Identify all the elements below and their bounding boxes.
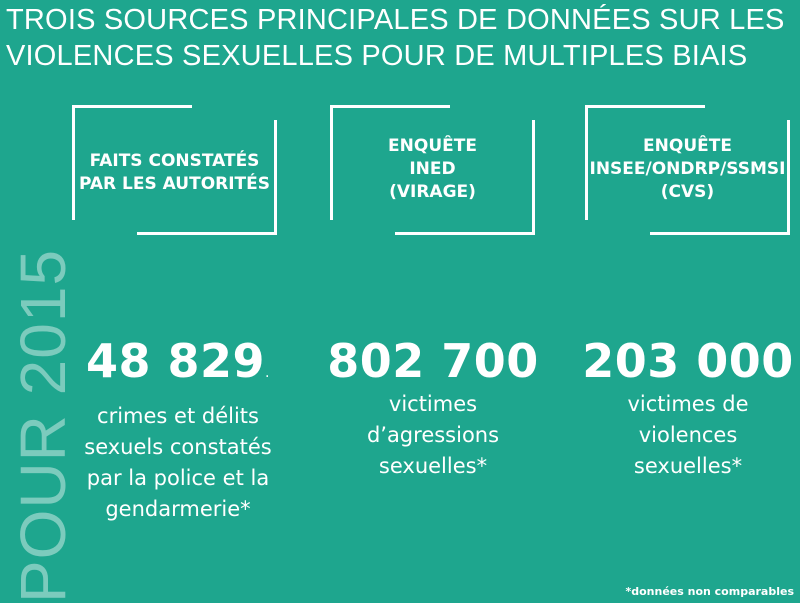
source-box-authorities: FAITS CONSTATÉS PAR LES AUTORITÉS xyxy=(72,105,277,235)
source-box-ined: ENQUÊTE INED (VIRAGE) xyxy=(330,105,535,235)
source-box-cvs: ENQUÊTE INSEE/ONDRP/SSMSI (CVS) xyxy=(585,105,790,235)
footnote: *données non comparables xyxy=(625,585,794,598)
title-line-2: VIOLENCES SEXUELLES POUR DE MULTIPLES BI… xyxy=(6,40,748,72)
stat-desc-ined: victimes d’agressions sexuelles* xyxy=(366,392,500,478)
stat-value-ined: 802 700 xyxy=(327,334,539,388)
stat-cvs: 203 000 victimes de violences sexuelles* xyxy=(568,335,800,482)
page-title: TROIS SOURCES PRINCIPALES DE DONNÉES SUR… xyxy=(6,2,796,74)
stat-value-cvs: 203 000 xyxy=(582,334,794,388)
stat-value-authorities: 48 829. xyxy=(85,334,270,388)
source-label-authorities: FAITS CONSTATÉS PAR LES AUTORITÉS xyxy=(78,151,271,194)
source-label-ined: ENQUÊTE INED (VIRAGE) xyxy=(388,136,477,202)
source-label-cvs: ENQUÊTE INSEE/ONDRP/SSMSI (CVS) xyxy=(589,136,786,202)
stat-ined: 802 700 victimes d’agressions sexuelles* xyxy=(313,335,553,482)
stat-desc-cvs: victimes de violences sexuelles* xyxy=(627,392,749,478)
title-line-1: TROIS SOURCES PRINCIPALES DE DONNÉES SUR… xyxy=(6,4,785,36)
stat-desc-authorities: crimes et délits sexuels constatés par l… xyxy=(84,404,272,521)
stat-authorities: 48 829. crimes et délits sexuels constat… xyxy=(58,335,298,525)
